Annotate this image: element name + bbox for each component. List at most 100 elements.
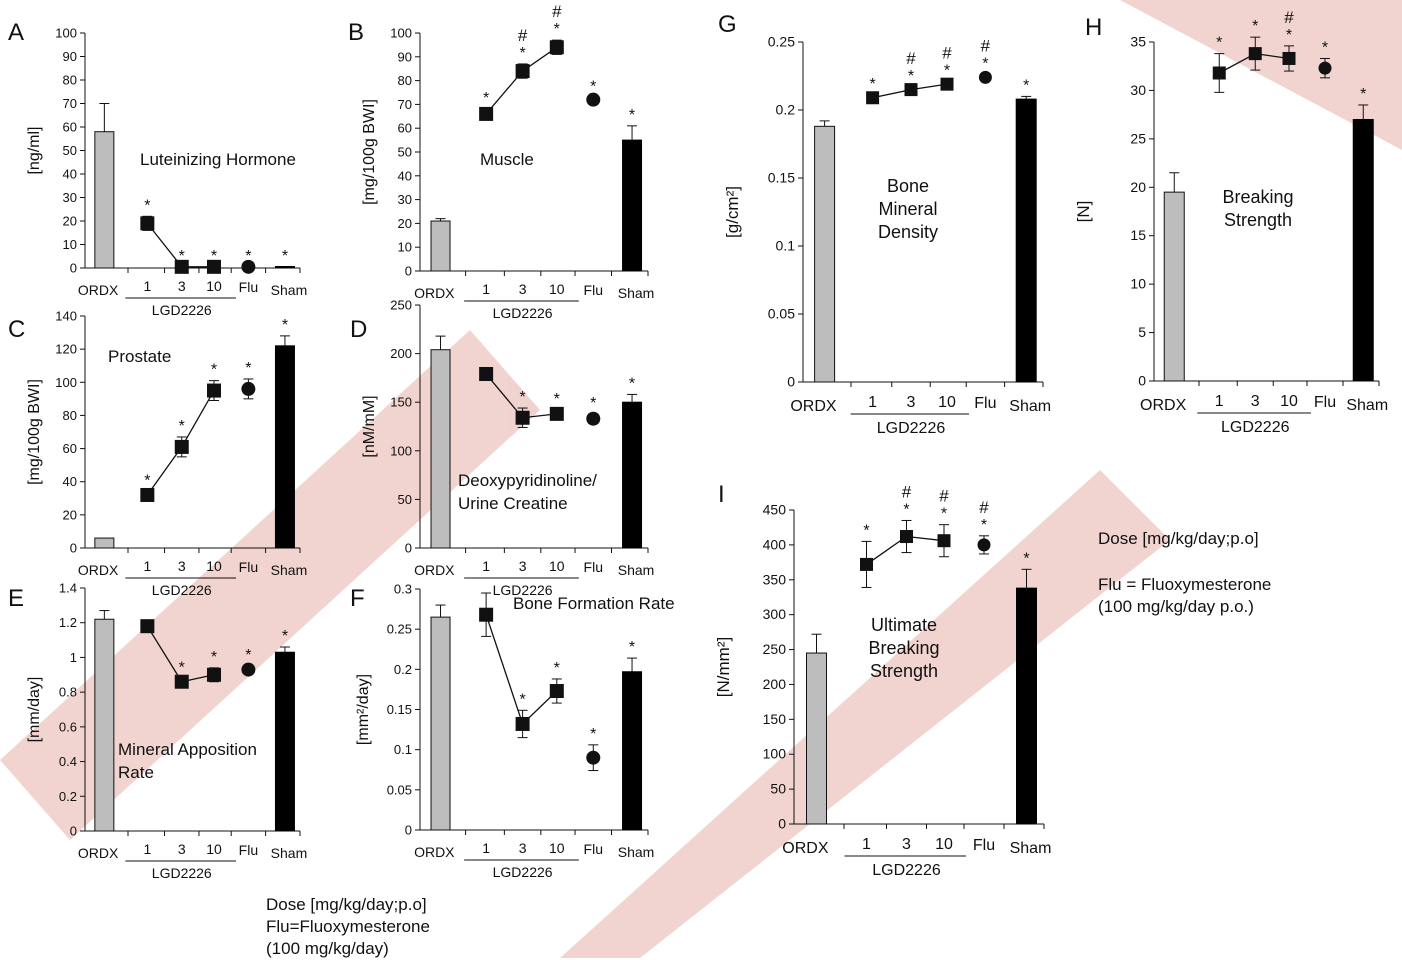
y-tick-label: 0.05 bbox=[768, 306, 795, 322]
sig-sham-star: * bbox=[282, 248, 288, 265]
x-label-dose: 10 bbox=[549, 281, 565, 297]
y-tick-label: 100 bbox=[390, 443, 412, 458]
watermark-band bbox=[0, 330, 540, 840]
marker-flu bbox=[1318, 61, 1332, 75]
sig-sham-star: * bbox=[629, 107, 635, 124]
y-tick-label: 150 bbox=[390, 395, 412, 410]
bar-sham bbox=[622, 139, 643, 272]
y-tick-label: 20 bbox=[63, 214, 77, 229]
sig-sham-star: * bbox=[282, 628, 288, 645]
y-tick-label: 0 bbox=[405, 541, 412, 556]
marker-lgd2226 bbox=[515, 410, 530, 425]
panel-g: G 0 0.05 0.1 0.15 0.2 0.25 [g/cm²] ORDX 1 3 10 Flu Sh… bbox=[718, 11, 1051, 437]
bar-ordx bbox=[430, 616, 451, 831]
sig-lgd2226-star: * bbox=[519, 691, 525, 708]
x-label-flu: Flu bbox=[584, 841, 603, 857]
y-tick-label: 0.1 bbox=[776, 238, 796, 254]
panel-d: D 0 50 100 150 200 250 [nM/mM] ORDX 1 3 10 Flu Sham LG… bbox=[350, 298, 654, 599]
x-label-dose: 10 bbox=[549, 558, 565, 574]
sig-flu-star: * bbox=[1322, 39, 1328, 56]
y-tick-label: 450 bbox=[763, 502, 787, 518]
panel-a: A 0 10 20 30 40 50 60 70 80 90 100 [ng/ml] ORDX 1 3 10 Fl… bbox=[8, 19, 307, 318]
y-tick-label: 300 bbox=[763, 606, 787, 622]
y-tick-label: 0.2 bbox=[59, 789, 77, 804]
panel-i: I 0 50 100 150 200 250 300 350 400 450 [N/mm²] ORDX 1… bbox=[714, 481, 1051, 879]
sig-lgd2226-star: * bbox=[179, 659, 185, 676]
y-tick-label: 10 bbox=[1130, 276, 1146, 292]
y-tick-label: 60 bbox=[63, 120, 77, 135]
x-label-ordx: ORDX bbox=[1140, 397, 1187, 414]
bar-sham bbox=[1015, 98, 1037, 383]
sig-lgd2226-star: * bbox=[179, 418, 185, 435]
bar-sham bbox=[622, 671, 643, 831]
y-tick-label: 1 bbox=[70, 650, 77, 665]
sig-flu-star: * bbox=[981, 517, 987, 534]
bar-ordx bbox=[430, 220, 451, 272]
y-tick-label: 140 bbox=[55, 309, 77, 324]
sig-flu-hash: # bbox=[981, 37, 991, 56]
y-tick-label: 0.15 bbox=[768, 170, 795, 186]
x-label-dose: 10 bbox=[1280, 393, 1298, 410]
panel-c: C 0 20 40 60 80 100 120 140 [mg/100g BWI] ORDX 1 3 10… bbox=[8, 309, 307, 599]
sig-flu-star: * bbox=[590, 726, 596, 743]
x-label-dose: 3 bbox=[902, 836, 911, 853]
x-label-dose: 10 bbox=[206, 278, 222, 294]
marker-flu bbox=[241, 662, 256, 677]
panel-title: Strength bbox=[1224, 210, 1292, 230]
sig-lgd2226-star: * bbox=[941, 506, 947, 523]
bar-ordx bbox=[94, 131, 115, 269]
panel-title: Muscle bbox=[480, 150, 534, 169]
spacer-line bbox=[1098, 550, 1271, 574]
x-label-dose: 10 bbox=[206, 841, 222, 857]
sig-sham-star: * bbox=[629, 375, 635, 392]
marker-lgd2226 bbox=[479, 607, 494, 622]
x-label-dose: 10 bbox=[938, 394, 956, 411]
sig-lgd2226-hash: # bbox=[518, 26, 528, 45]
x-label-dose: 1 bbox=[143, 841, 151, 857]
x-label-ordx: ORDX bbox=[414, 844, 455, 860]
y-axis-label: [mg/100g BWI] bbox=[361, 99, 378, 205]
y-tick-label: 0 bbox=[70, 824, 77, 839]
bar-sham bbox=[1016, 587, 1037, 825]
x-label-dose: 3 bbox=[178, 278, 186, 294]
group-label: LGD2226 bbox=[493, 305, 553, 321]
bar-ordx bbox=[814, 125, 836, 383]
y-tick-label: 40 bbox=[63, 474, 77, 489]
marker-lgd2226 bbox=[1248, 47, 1262, 61]
marker-lgd2226 bbox=[207, 259, 221, 274]
x-label-sham: Sham bbox=[618, 844, 655, 860]
y-tick-label: 0 bbox=[70, 541, 77, 556]
y-tick-label: 200 bbox=[763, 676, 787, 692]
y-tick-label: 0.2 bbox=[394, 662, 412, 677]
sig-lgd2226-star: * bbox=[179, 248, 185, 265]
y-axis-label: [ng/ml] bbox=[26, 126, 43, 174]
panel-title: Luteinizing Hormone bbox=[140, 150, 296, 169]
sig-sham-star: * bbox=[1023, 550, 1029, 567]
y-tick-label: 50 bbox=[63, 143, 77, 158]
group-label: LGD2226 bbox=[1221, 419, 1290, 436]
x-label-ordx: ORDX bbox=[78, 845, 119, 861]
panel-h: H 0 5 10 15 20 25 30 35 [N] ORDX 1 3 10 Flu Sham LGD2226… bbox=[1074, 8, 1388, 436]
panel-title: Strength bbox=[870, 661, 938, 681]
x-label-sham: Sham bbox=[271, 562, 308, 578]
y-tick-label: 60 bbox=[398, 121, 412, 136]
y-tick-label: 150 bbox=[763, 711, 787, 727]
sig-lgd2226-star: * bbox=[211, 362, 217, 379]
y-tick-label: 0 bbox=[787, 374, 795, 390]
x-label-ordx: ORDX bbox=[78, 562, 119, 578]
marker-flu bbox=[978, 70, 992, 84]
y-tick-label: 30 bbox=[1130, 82, 1146, 98]
marker-lgd2226 bbox=[860, 557, 873, 571]
panel-letter-f: F bbox=[350, 585, 365, 612]
dose-footnote-line: Dose [mg/kg/day;p.o] bbox=[266, 895, 427, 914]
y-tick-label: 0.25 bbox=[768, 34, 795, 50]
marker-lgd2226 bbox=[937, 534, 951, 548]
sig-lgd2226-hash: # bbox=[552, 2, 562, 21]
panel-letter-c: C bbox=[8, 316, 25, 343]
sig-lgd2226-star: * bbox=[1286, 27, 1292, 44]
y-tick-label: 100 bbox=[55, 26, 77, 41]
x-label-ordx: ORDX bbox=[782, 840, 829, 857]
sig-lgd2226-hash: # bbox=[942, 43, 952, 62]
marker-lgd2226 bbox=[549, 684, 564, 699]
